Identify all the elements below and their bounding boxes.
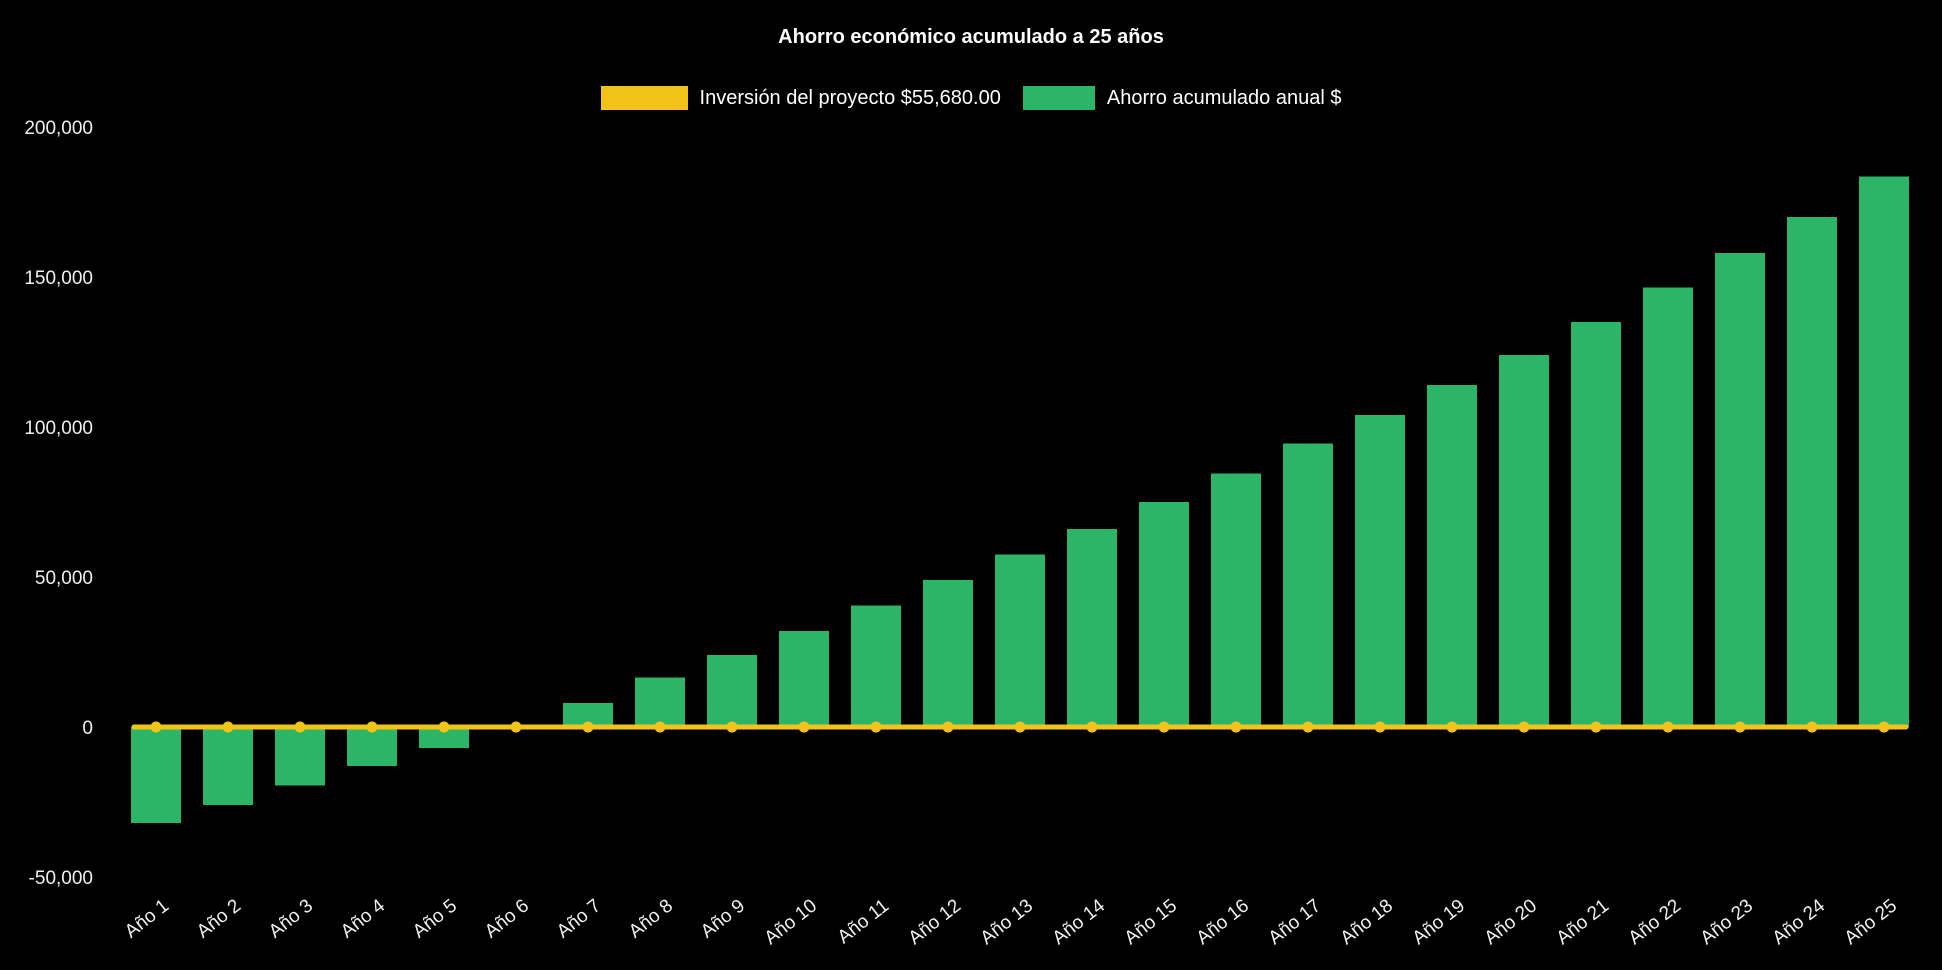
x-tick-label: Año 10 bbox=[761, 895, 821, 949]
investment-marker bbox=[1590, 721, 1602, 733]
savings-bar[interactable] bbox=[1787, 217, 1837, 727]
savings-bar[interactable] bbox=[1859, 176, 1909, 728]
x-tick-label: Año 14 bbox=[1049, 895, 1110, 949]
savings-bar[interactable] bbox=[1643, 287, 1693, 728]
investment-marker bbox=[1374, 721, 1386, 733]
chart-title: Ahorro económico acumulado a 25 años bbox=[778, 26, 1164, 48]
x-tick-label: Año 24 bbox=[1769, 895, 1830, 949]
savings-bar[interactable] bbox=[707, 655, 757, 727]
savings-bar[interactable] bbox=[923, 580, 973, 727]
investment-marker bbox=[870, 721, 882, 733]
x-tick-label: Año 11 bbox=[834, 895, 893, 948]
investment-marker bbox=[582, 721, 594, 733]
savings-legend-label: Ahorro acumulado anual $ bbox=[1106, 86, 1342, 109]
x-tick-label: Año 13 bbox=[977, 895, 1037, 949]
savings-bar[interactable] bbox=[1715, 253, 1765, 727]
x-tick-label: Año 6 bbox=[481, 895, 533, 942]
investment-marker bbox=[150, 721, 162, 733]
savings-bar[interactable] bbox=[275, 727, 325, 786]
x-tick-label: Año 3 bbox=[265, 895, 317, 942]
x-tick-label: Año 25 bbox=[1841, 895, 1901, 949]
savings-bar[interactable] bbox=[851, 605, 901, 728]
investment-marker bbox=[1518, 721, 1530, 733]
x-tick-label: Año 2 bbox=[193, 895, 245, 942]
investment-marker bbox=[942, 721, 954, 733]
y-tick-label: 150,000 bbox=[24, 268, 93, 289]
savings-bar[interactable] bbox=[1211, 473, 1261, 728]
x-tick-label: Año 8 bbox=[625, 895, 677, 942]
investment-marker bbox=[1230, 721, 1242, 733]
investment-marker bbox=[1302, 721, 1314, 733]
investment-marker bbox=[366, 721, 378, 733]
investment-marker bbox=[1662, 721, 1674, 733]
savings-bar[interactable] bbox=[779, 631, 829, 727]
investment-marker bbox=[1446, 721, 1458, 733]
y-tick-label: 100,000 bbox=[24, 418, 93, 439]
x-tick-label: Año 16 bbox=[1193, 895, 1253, 949]
savings-bar[interactable] bbox=[1355, 415, 1405, 727]
savings-bar[interactable] bbox=[131, 727, 181, 823]
legend-item-savings[interactable]: Ahorro acumulado anual $ bbox=[1022, 86, 1342, 110]
savings-legend-swatch bbox=[1022, 86, 1095, 110]
investment-legend-label: Inversión del proyecto $55,680.00 bbox=[699, 86, 1001, 109]
investment-marker bbox=[1158, 721, 1170, 733]
x-tick-label: Año 21 bbox=[1553, 895, 1613, 949]
investment-marker bbox=[798, 721, 810, 733]
x-tick-label: Año 1 bbox=[121, 895, 173, 942]
savings-bar[interactable] bbox=[203, 727, 253, 805]
savings-bar[interactable] bbox=[1139, 502, 1189, 727]
y-tick-label: -50,000 bbox=[29, 868, 93, 889]
investment-marker bbox=[1734, 721, 1746, 733]
x-tick-label: Año 15 bbox=[1121, 895, 1181, 949]
investment-marker bbox=[1086, 721, 1098, 733]
savings-bar[interactable] bbox=[1499, 355, 1549, 727]
savings-bar[interactable] bbox=[1067, 529, 1117, 727]
legend-item-investment[interactable]: Inversión del proyecto $55,680.00 bbox=[600, 86, 1001, 110]
x-tick-label: Año 18 bbox=[1337, 895, 1397, 949]
investment-marker bbox=[294, 721, 306, 733]
savings-bar[interactable] bbox=[1571, 322, 1621, 727]
x-tick-label: Año 22 bbox=[1625, 895, 1685, 949]
x-tick-label: Año 20 bbox=[1481, 895, 1541, 949]
investment-marker bbox=[726, 721, 738, 733]
investment-marker bbox=[1878, 721, 1890, 733]
x-tick-label: Año 7 bbox=[553, 895, 605, 942]
savings-bar[interactable] bbox=[419, 727, 469, 748]
investment-marker bbox=[654, 721, 666, 733]
x-tick-label: Año 4 bbox=[337, 895, 389, 942]
x-tick-label: Año 5 bbox=[409, 895, 461, 942]
investment-marker bbox=[1806, 721, 1818, 733]
savings-bar[interactable] bbox=[995, 554, 1045, 728]
x-tick-label: Año 12 bbox=[905, 895, 965, 949]
x-tick-label: Año 9 bbox=[697, 895, 749, 942]
investment-marker bbox=[438, 721, 450, 733]
savings-bar[interactable] bbox=[635, 677, 685, 728]
investment-marker bbox=[510, 721, 522, 733]
investment-legend-swatch bbox=[600, 86, 688, 110]
savings-bar[interactable] bbox=[1283, 443, 1333, 728]
legend: Inversión del proyecto $55,680.00 Ahorro… bbox=[0, 86, 1942, 110]
y-tick-label: 50,000 bbox=[35, 568, 93, 589]
savings-bar[interactable] bbox=[1427, 385, 1477, 727]
x-tick-label: Año 17 bbox=[1265, 895, 1325, 949]
y-tick-label: 200,000 bbox=[24, 118, 93, 139]
x-tick-label: Año 23 bbox=[1697, 895, 1757, 949]
x-tick-label: Año 19 bbox=[1409, 895, 1469, 949]
investment-marker bbox=[222, 721, 234, 733]
savings-bar[interactable] bbox=[347, 727, 397, 766]
y-tick-label: 0 bbox=[82, 718, 93, 739]
investment-marker bbox=[1014, 721, 1026, 733]
